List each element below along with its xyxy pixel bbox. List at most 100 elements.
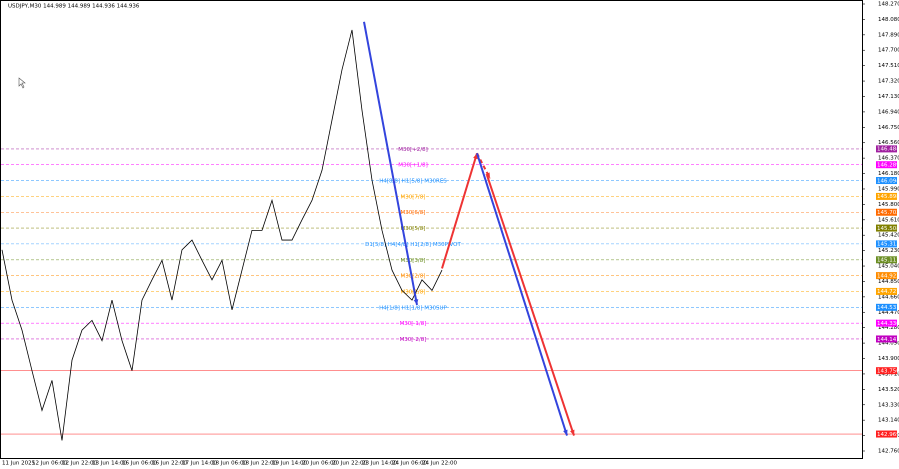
price-box-label: 144.336 xyxy=(877,321,899,327)
price-box-label: 142.969 xyxy=(877,432,899,438)
level-name: M30[6/8] xyxy=(401,210,426,216)
y-tick-label: 143.140 xyxy=(878,418,899,424)
price-box xyxy=(876,240,897,248)
x-tick-label: 12 Jun 06:00 xyxy=(32,461,67,467)
level-name: M30[7/8] xyxy=(401,194,426,200)
y-tick-label: 145.990 xyxy=(878,186,899,192)
y-tick-label: 147.510 xyxy=(878,63,899,69)
y-tick-label: 147.700 xyxy=(878,48,899,54)
level-name: H4[8/8] H1[5/8] M30RES xyxy=(379,179,447,185)
y-tick-label: 145.800 xyxy=(878,202,899,208)
x-tick-label: 16 Jun 22:00 xyxy=(152,461,187,467)
price-box xyxy=(876,430,897,438)
y-tick-label: 148.270 xyxy=(878,2,899,8)
price-box-label: 145.898 xyxy=(877,194,899,200)
y-tick-label: 145.040 xyxy=(878,264,899,270)
y-tick-label: 143.900 xyxy=(878,356,899,362)
price-box-label: 144.922 xyxy=(877,273,899,279)
y-tick-label: 143.330 xyxy=(878,402,899,408)
level-name: M30[1/8] xyxy=(401,289,426,295)
price-box xyxy=(876,319,897,327)
arrow-head xyxy=(563,429,568,436)
arrow-head xyxy=(413,299,419,305)
x-tick-label: 24 Jun 22:00 xyxy=(422,461,457,467)
y-tick-label: 143.520 xyxy=(878,387,899,393)
y-tick-label: 145.230 xyxy=(878,248,899,254)
x-tick-label: 20 Jun 06:00 xyxy=(302,461,337,467)
y-tick-label: 147.890 xyxy=(878,32,899,38)
forecast-line xyxy=(363,21,418,306)
level-name: M30[-1/8] xyxy=(400,321,427,327)
price-box xyxy=(876,303,897,311)
price-box xyxy=(876,335,897,343)
x-tick-label: 23 Jun 14:00 xyxy=(362,461,397,467)
x-tick-label: 11 Jun 2025 xyxy=(2,461,36,467)
x-tick-label: 24 Jun 06:00 xyxy=(392,461,427,467)
y-tick-label: 142.760 xyxy=(878,449,899,455)
x-tick-label: 20 Jun 22:00 xyxy=(332,461,367,467)
level-name: M30[+2/8] xyxy=(398,147,428,153)
level-name: H4[1/8] H1[1/8] M30SUP xyxy=(379,305,447,311)
price-box-label: 144.531 xyxy=(877,305,899,311)
y-tick-label: 144.660 xyxy=(878,294,899,300)
price-box xyxy=(876,192,897,200)
level-name: M30[5/8] xyxy=(401,226,426,232)
x-tick-label: 18 Jun 22:00 xyxy=(242,461,277,467)
y-tick-label: 143.710 xyxy=(878,371,899,377)
y-tick-label: 145.610 xyxy=(878,217,899,223)
y-tick-label: 146.560 xyxy=(878,140,899,146)
level-name: D1[5/8] H4[4/8] H1[2/8] M30PIVOT xyxy=(365,242,461,248)
cursor xyxy=(18,77,26,89)
y-tick-label: 146.940 xyxy=(878,109,899,115)
price-box-label: 145.313 xyxy=(877,242,899,248)
price-box-label: 146.094 xyxy=(877,178,899,184)
y-tick-label: 144.470 xyxy=(878,310,899,316)
price-box-label: 144.727 xyxy=(877,289,899,295)
price-box xyxy=(876,208,897,216)
level-name: M30[-2/8] xyxy=(400,337,427,343)
y-tick-label: 144.090 xyxy=(878,341,899,347)
price-box-label: 145.508 xyxy=(877,226,899,232)
x-tick-label: 16 Jun 06:00 xyxy=(122,461,157,467)
price-box-label: 146.289 xyxy=(877,163,899,169)
level-name: M30[3/8] xyxy=(401,258,426,264)
y-tick-label: 145.420 xyxy=(878,233,899,239)
y-tick-label: 146.750 xyxy=(878,125,899,131)
level-name: M30[2/8] xyxy=(401,274,426,280)
y-tick-label: 146.180 xyxy=(878,171,899,177)
forecast-line xyxy=(476,152,568,436)
y-tick-label: 147.130 xyxy=(878,94,899,100)
chart-title: USDJPY,M30 144.989 144.989 144.936 144.9… xyxy=(8,4,140,10)
forecast-line xyxy=(441,152,478,269)
price-box xyxy=(876,177,897,185)
plot-frame xyxy=(0,0,863,459)
price-box-label: 146.484 xyxy=(877,147,899,153)
price-box xyxy=(876,256,897,264)
price-box-label: 145.703 xyxy=(877,210,899,216)
arrow-head xyxy=(570,429,575,436)
price-box xyxy=(876,367,897,375)
price-box xyxy=(876,224,897,232)
x-tick-label: 19 Jun 14:00 xyxy=(272,461,307,467)
price-line xyxy=(1,29,443,441)
price-box-label: 145.117 xyxy=(877,258,899,264)
price-box xyxy=(876,161,897,169)
y-tick-label: 144.850 xyxy=(878,279,899,285)
y-tick-label: 146.370 xyxy=(878,156,899,162)
x-tick-label: 18 Jun 06:00 xyxy=(212,461,247,467)
y-tick-label: 147.320 xyxy=(878,79,899,85)
price-box xyxy=(876,287,897,295)
price-box-label: 144.141 xyxy=(877,337,899,343)
forecast-line xyxy=(486,174,575,436)
x-tick-label: 13 Jun 14:00 xyxy=(92,461,127,467)
price-box-label: 143.750 xyxy=(877,368,899,374)
level-name: M30[+1/8] xyxy=(398,163,428,169)
price-box xyxy=(876,145,897,153)
y-tick-label: 148.080 xyxy=(878,17,899,23)
price-box xyxy=(876,272,897,280)
y-tick-label: 144.280 xyxy=(878,325,899,331)
x-tick-label: 17 Jun 14:00 xyxy=(182,461,217,467)
x-tick-label: 12 Jun 22:00 xyxy=(62,461,97,467)
